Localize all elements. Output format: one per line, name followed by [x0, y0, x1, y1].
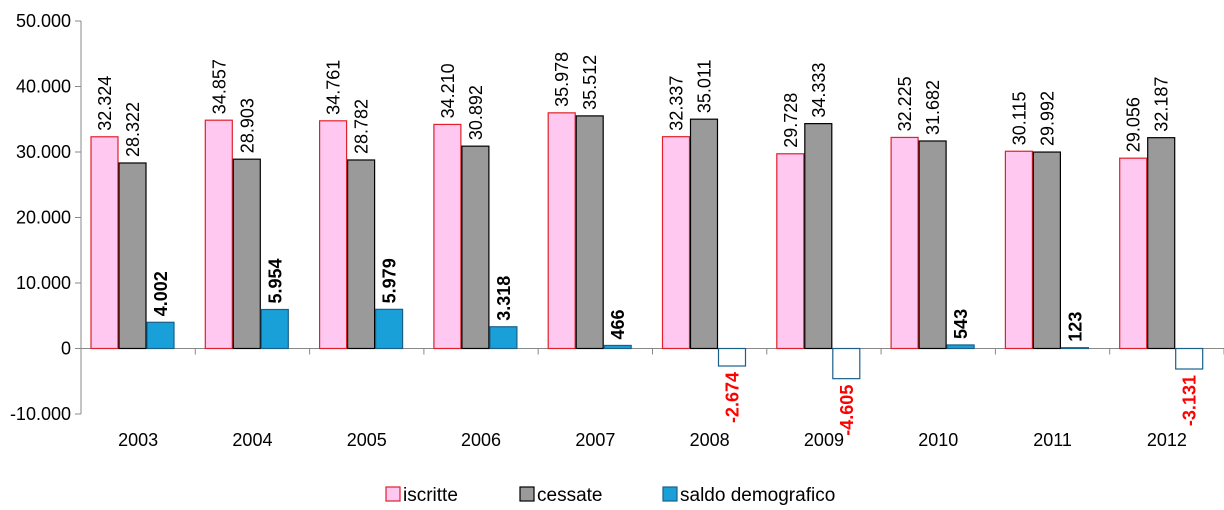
bar-iscritte-2003 — [90, 136, 119, 350]
bar-iscritte-2011 — [1004, 150, 1034, 350]
bar-cessate-2008 — [689, 118, 719, 350]
bar-iscritte-2004 — [204, 119, 233, 350]
legend-label-saldo-demografico: saldo demografico — [680, 485, 835, 506]
data-label-iscritte-2005: 34.761 — [324, 60, 344, 115]
bar-iscritte-2012 — [1119, 157, 1148, 350]
bar-saldo-demografico-2010 — [946, 344, 975, 350]
x-tick-label: 2003 — [118, 430, 158, 450]
data-label-cessate-2004: 28.903 — [237, 98, 257, 153]
data-label-iscritte-2012: 29.056 — [1124, 97, 1144, 152]
chart-bars — [90, 112, 1204, 380]
data-label-iscritte-2011: 30.115 — [1009, 92, 1029, 146]
data-label-iscritte-2010: 32.225 — [895, 76, 915, 131]
y-tick-label: 20.000 — [16, 208, 71, 228]
data-label-cessate-2012: 32.187 — [1152, 77, 1172, 132]
y-tick-label: 0 — [61, 339, 71, 359]
bar-iscritte-2008 — [661, 136, 691, 350]
legend-swatch-cessate — [519, 486, 535, 502]
data-label-saldo-demografico-2010: 543 — [951, 309, 971, 339]
data-label-cessate-2006: 30.892 — [466, 85, 486, 140]
x-tick-label: 2011 — [1033, 430, 1072, 450]
bar-cessate-2012 — [1147, 137, 1176, 350]
bar-cessate-2010 — [918, 140, 947, 350]
bar-iscritte-2010 — [890, 136, 919, 350]
bar-iscritte-2005 — [319, 120, 348, 350]
legend-label-iscritte: iscritte — [403, 485, 458, 506]
bar-saldo-demografico-2008 — [717, 347, 747, 367]
legend-swatch-iscritte — [385, 486, 401, 502]
bar-cessate-2005 — [347, 159, 376, 350]
legend-label-cessate: cessate — [537, 485, 602, 506]
data-label-saldo-demografico-2009: -4.605 — [837, 385, 857, 436]
bar-saldo-demografico-2009 — [832, 347, 861, 380]
data-label-cessate-2003: 28.322 — [123, 102, 143, 157]
data-label-saldo-demografico-2005: 5.979 — [380, 258, 400, 303]
data-label-iscritte-2009: 29.728 — [781, 93, 801, 148]
data-label-iscritte-2007: 35.978 — [552, 52, 572, 107]
x-tick-label: 2006 — [461, 430, 501, 450]
bar-saldo-demografico-2005 — [375, 308, 404, 350]
bar-saldo-demografico-2006 — [489, 326, 518, 350]
bar-cessate-2004 — [232, 158, 261, 350]
data-label-saldo-demografico-2012: -3.131 — [1180, 375, 1200, 426]
x-tick-label: 2010 — [918, 430, 958, 450]
data-label-saldo-demografico-2007: 466 — [608, 309, 628, 339]
data-label-cessate-2007: 35.512 — [580, 55, 600, 110]
legend-swatch-saldo-demografico — [662, 486, 678, 502]
y-tick-label: 10.000 — [16, 273, 71, 293]
data-label-cessate-2011: 29.992 — [1037, 91, 1057, 146]
chart-axes: -10.000 0 10.000 20.000 30.000 40.000 50.000 20… — [10, 11, 1224, 450]
bar-cessate-2007 — [575, 115, 604, 350]
data-label-cessate-2005: 28.782 — [352, 99, 372, 154]
bar-cessate-2006 — [461, 145, 490, 350]
y-tick-label: 50.000 — [16, 11, 71, 31]
x-tick-label: 2012 — [1147, 430, 1187, 450]
y-tick-label: 40.000 — [16, 77, 71, 97]
bar-saldo-demografico-2011 — [1060, 347, 1090, 350]
bar-iscritte-2007 — [547, 112, 576, 350]
x-tick-label: 2004 — [232, 430, 272, 450]
bar-saldo-demografico-2007 — [603, 344, 632, 350]
bar-iscritte-2006 — [433, 123, 462, 350]
chart-legend: iscritte cessate saldo demografico — [385, 485, 835, 506]
x-tick-label: 2005 — [347, 430, 387, 450]
data-label-iscritte-2003: 32.324 — [95, 76, 115, 131]
bar-iscritte-2009 — [776, 153, 805, 350]
data-label-saldo-demografico-2008: -2.674 — [723, 372, 743, 423]
data-label-cessate-2010: 31.682 — [923, 80, 943, 135]
data-label-cessate-2008: 35.011 — [695, 59, 715, 113]
chart-data-labels: 32.324 34.857 34.761 34.210 35.978 32.337 29.7… — [95, 52, 1200, 436]
data-label-iscritte-2004: 34.857 — [209, 59, 229, 114]
data-label-iscritte-2006: 34.210 — [438, 63, 458, 118]
x-tick-label: 2007 — [575, 430, 615, 450]
bar-cessate-2003 — [118, 162, 147, 350]
bar-saldo-demografico-2004 — [260, 308, 289, 350]
data-label-cessate-2009: 34.333 — [809, 63, 829, 118]
data-label-saldo-demografico-2006: 3.318 — [494, 276, 514, 321]
x-tick-label: 2008 — [690, 430, 730, 450]
y-tick-label: 30.000 — [16, 142, 71, 162]
bar-saldo-demografico-2003 — [146, 321, 175, 350]
bar-cessate-2009 — [804, 123, 833, 350]
bar-cessate-2011 — [1032, 151, 1062, 350]
data-label-saldo-demografico-2003: 4.002 — [151, 271, 171, 316]
bar-saldo-demografico-2012 — [1175, 347, 1204, 370]
data-label-iscritte-2008: 32.337 — [667, 76, 687, 131]
data-label-saldo-demografico-2004: 5.954 — [265, 258, 285, 303]
y-tick-label: -10.000 — [10, 404, 71, 424]
data-label-saldo-demografico-2011: 123 — [1065, 312, 1085, 342]
x-tick-label: 2009 — [804, 430, 844, 450]
